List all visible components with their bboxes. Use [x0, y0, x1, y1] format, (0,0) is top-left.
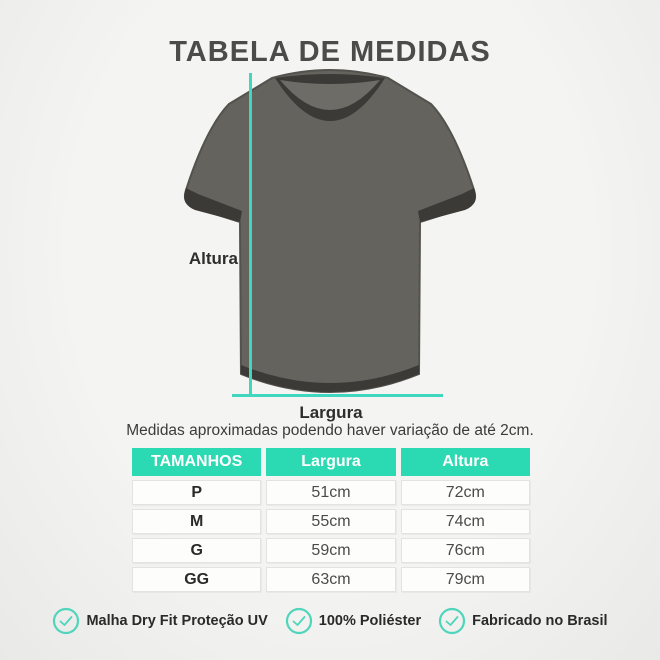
check-circle-icon: [285, 607, 312, 635]
tshirt-right-cuff: [418, 188, 476, 222]
table-cell-altura-gg: 79cm: [400, 567, 530, 592]
altura-label: Altura: [188, 249, 238, 268]
check-circle-icon: [439, 607, 466, 635]
altura-measure-line: [249, 73, 252, 395]
largura-measure-line: [232, 394, 443, 397]
tshirt-bottom-hem: [241, 365, 419, 392]
largura-label: Largura: [299, 403, 363, 422]
table-header-altura: Altura: [400, 448, 530, 476]
feature-label: Malha Dry Fit Proteção UV: [86, 613, 268, 629]
tshirt-illustration: [183, 69, 477, 393]
table-cell-altura-p: 72cm: [400, 480, 530, 505]
table-cell-size-p: P: [132, 480, 262, 505]
table-cell-largura-gg: 63cm: [266, 567, 396, 592]
table-cell-largura-p: 51cm: [266, 480, 396, 505]
feature-badge-brasil: Fabricado no Brasil: [438, 607, 608, 635]
feature-label: Fabricado no Brasil: [472, 613, 608, 629]
measurement-note: Medidas aproximadas podendo haver variaç…: [126, 422, 534, 439]
table-cell-size-g: G: [132, 538, 262, 563]
page-title: TABELA DE MEDIDAS: [169, 36, 491, 68]
table-header-tamanhos: TAMANHOS: [132, 448, 262, 476]
table-cell-altura-m: 74cm: [400, 509, 530, 534]
table-cell-largura-m: 55cm: [266, 509, 396, 534]
table-cell-size-m: M: [132, 509, 262, 534]
table-cell-size-gg: GG: [132, 567, 262, 592]
feature-badge-dryfit: Malha Dry Fit Proteção UV: [52, 607, 268, 635]
table-cell-largura-g: 59cm: [266, 538, 396, 563]
feature-label: 100% Poliéster: [318, 613, 422, 629]
check-circle-icon: [53, 607, 80, 635]
feature-badge-poliester: 100% Poliéster: [285, 607, 421, 635]
tshirt-left-cuff: [184, 188, 242, 222]
table-cell-altura-g: 76cm: [400, 538, 530, 563]
feature-badges: Malha Dry Fit Proteção UV 100% Poliéster…: [0, 607, 660, 635]
table-header-largura: Largura: [266, 448, 396, 476]
size-table: TAMANHOS Largura Altura P 51cm 72cm M 55…: [132, 448, 530, 592]
tshirt-collar-inner: [280, 80, 380, 110]
